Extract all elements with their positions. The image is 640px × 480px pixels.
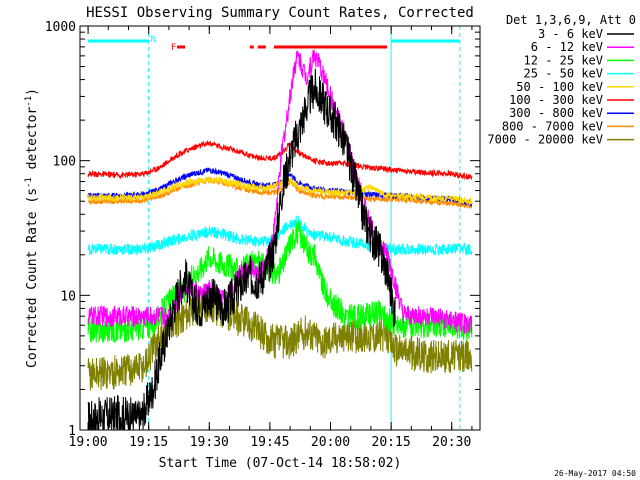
x-axis-label: Start Time (07-Oct-14 18:58:02) xyxy=(159,456,402,471)
legend-label: 3 - 6 keV xyxy=(538,27,603,41)
marker-label: F xyxy=(171,43,176,53)
marker-label: N xyxy=(151,35,156,45)
y-tick-label: 1 xyxy=(68,424,76,439)
y-axis-label-exponent-2: -1 xyxy=(24,96,34,107)
x-tick-label: 19:45 xyxy=(250,435,289,450)
series-line xyxy=(87,288,473,391)
series-line xyxy=(87,68,396,431)
chart-title: HESSI Observing Summary Count Rates, Cor… xyxy=(86,5,474,21)
legend-label: 50 - 100 keV xyxy=(516,80,603,94)
legend-label: 100 - 300 keV xyxy=(509,93,603,107)
y-axis-label-middle: detector xyxy=(25,107,40,178)
x-tick-label: 19:15 xyxy=(129,435,168,450)
legend-title: Det 1,3,6,9, Att 0 xyxy=(506,13,636,27)
plot-frame xyxy=(79,25,481,431)
y-axis-label-exponent: -1 xyxy=(24,177,34,188)
x-tick-label: 19:30 xyxy=(190,435,229,450)
legend-label: 6 - 12 keV xyxy=(531,40,603,54)
legend-label: 800 - 7000 keV xyxy=(502,119,603,133)
series-line xyxy=(87,49,473,335)
x-tick-label: 20:00 xyxy=(311,435,350,450)
series-layer xyxy=(87,49,473,431)
x-tick-label: 20:30 xyxy=(432,435,471,450)
legend-label: 12 - 25 keV xyxy=(524,53,603,67)
y-axis-label-text: Corrected Count Rate (s xyxy=(25,188,40,368)
x-tick-label: 19:00 xyxy=(69,435,108,450)
series-line xyxy=(87,176,473,205)
y-axis-label-close: ) xyxy=(25,88,40,96)
y-axis-label: Corrected Count Rate (s-1 detector-1) xyxy=(24,88,40,368)
legend-label: 300 - 800 keV xyxy=(509,106,603,120)
y-tick-label: 100 xyxy=(53,155,76,170)
series-line xyxy=(87,139,473,181)
x-tick-label: 20:15 xyxy=(372,435,411,450)
series-line xyxy=(87,215,473,257)
y-tick-label: 1000 xyxy=(45,20,76,35)
footer-timestamp: 26-May-2017 04:50 xyxy=(554,469,636,478)
legend-label: 7000 - 20000 keV xyxy=(487,133,603,147)
series-line xyxy=(87,220,473,343)
y-tick-label: 10 xyxy=(60,289,76,304)
axes-layer: 19:00 19:15 19:30 19:45 20:00 20:15 20:30 1 10 10… xyxy=(45,20,480,450)
legend-label: 25 - 50 keV xyxy=(524,67,603,81)
